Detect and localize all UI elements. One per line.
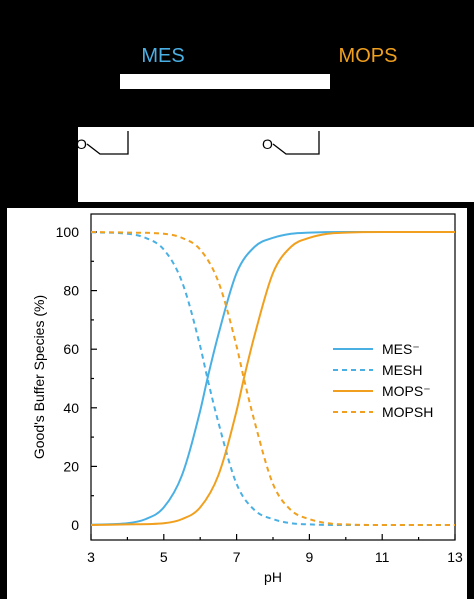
legend-label: MOPS⁻: [382, 383, 431, 399]
legend-label: MESH: [382, 362, 422, 378]
mes-oxygen-atom: O: [76, 136, 87, 152]
legend-label: MES⁻: [382, 341, 420, 357]
header-bar: [120, 74, 330, 89]
series-lines: [90, 230, 455, 526]
mops-title: MOPS: [339, 45, 398, 67]
x-tick-label: 3: [87, 549, 95, 565]
y-tick-label: 0: [71, 517, 79, 533]
mes-title: MES: [141, 45, 184, 67]
legend-label: MOPSH: [382, 404, 433, 420]
x-ticks: 3 5 7 9 11 13: [87, 534, 463, 565]
x-tick-label: 7: [233, 549, 241, 565]
legend: MES⁻ MESH MOPS⁻ MOPSH: [333, 341, 433, 420]
y-tick-label: 20: [63, 458, 79, 474]
y-tick-label: 60: [63, 341, 79, 357]
mes-ring-bonds: [86, 131, 129, 155]
y-tick-label: 80: [63, 283, 79, 299]
x-tick-label: 9: [306, 549, 314, 565]
x-axis-title: pH: [264, 569, 282, 585]
y-tick-label: 100: [56, 224, 80, 240]
x-tick-label: 13: [447, 549, 463, 565]
y-ticks: 0 20 40 60 80 100: [56, 224, 97, 533]
x-tick-label: 11: [375, 549, 390, 565]
structures-panel: [78, 127, 474, 202]
y-axis-title: Good's Buffer Species (%): [31, 295, 47, 459]
x-tick-label: 5: [160, 549, 168, 565]
series-line-2: [90, 230, 455, 526]
y-tick-label: 40: [63, 400, 79, 416]
mops-oxygen-atom: O: [262, 136, 273, 152]
mops-ring-bonds: [272, 131, 320, 155]
